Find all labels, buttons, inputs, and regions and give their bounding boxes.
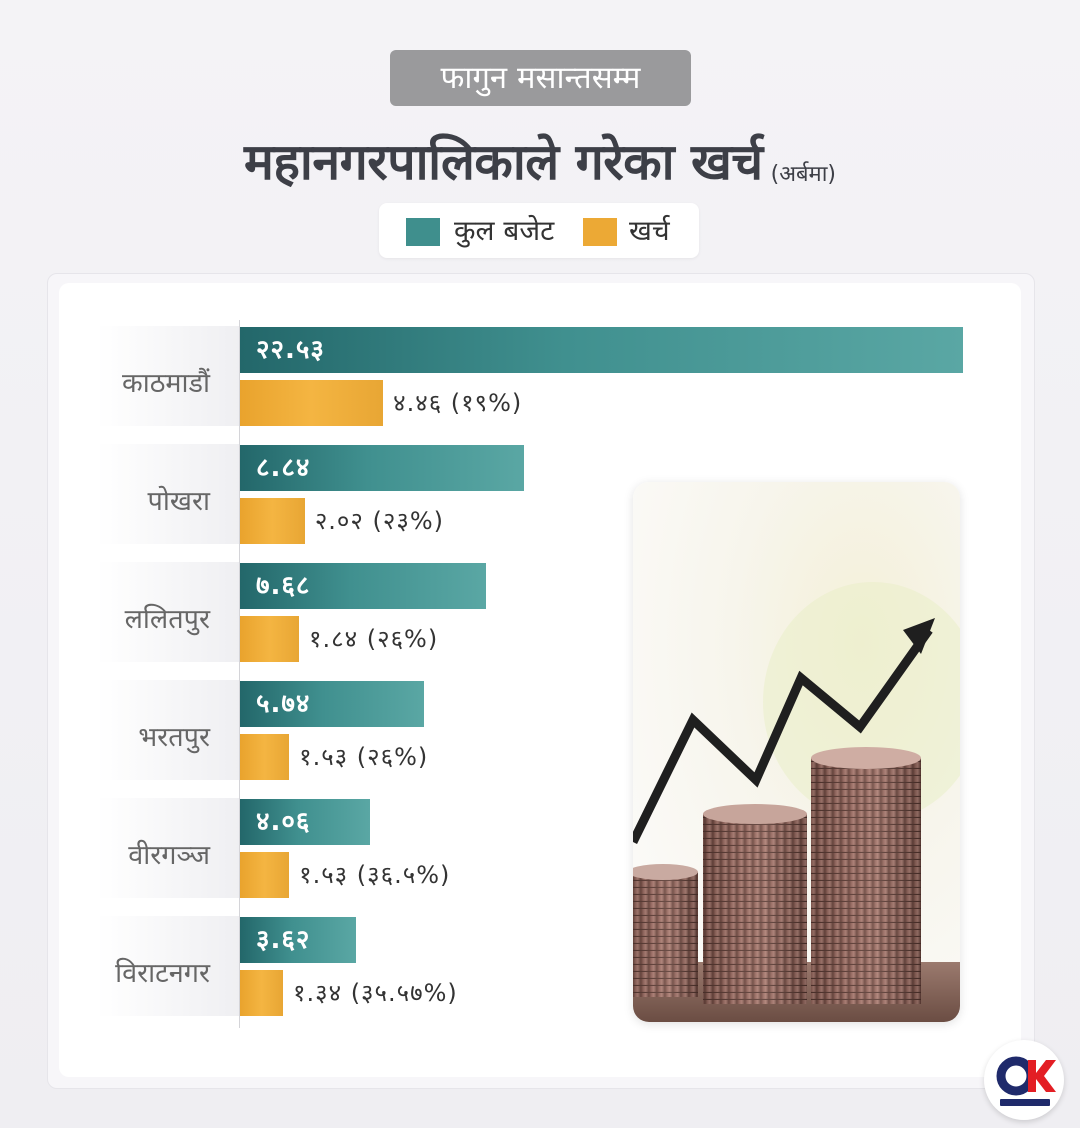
budget-bar	[240, 445, 524, 491]
row-band	[97, 798, 240, 898]
legend-label-expense: खर्च	[629, 214, 670, 247]
title-row: महानगरपालिकाले गरेका खर्च (अर्बमा)	[0, 126, 1080, 194]
category-axis	[239, 320, 240, 1028]
budget-bar	[240, 799, 371, 845]
expense-value-label: १.८४ (२६%)	[309, 625, 439, 653]
category-label: वीरगञ्ज	[128, 840, 210, 871]
chart-title: महानगरपालिकाले गरेका खर्च	[243, 133, 763, 191]
budget-value-label: २२.५३	[256, 335, 325, 365]
category-label: ललितपुर	[124, 604, 210, 635]
row-band	[97, 562, 240, 662]
category-label: पोखरा	[147, 486, 210, 517]
category-label: भरतपुर	[138, 722, 210, 753]
expense-bar	[240, 852, 290, 898]
unit-label: (अर्बमा)	[770, 162, 836, 187]
category-label: विराटनगर	[115, 958, 210, 989]
budget-value-label: ८.८४	[256, 453, 311, 483]
expense-value-label: ४.४६ (१९%)	[393, 389, 523, 417]
expense-value-label: १.५३ (२६%)	[299, 743, 429, 771]
row-band	[97, 680, 240, 780]
date-tag: फागुन मसान्तसम्म	[390, 50, 691, 106]
legend: कुल बजेट खर्च	[379, 203, 699, 258]
row-band	[97, 444, 240, 544]
legend-label-budget: कुल बजेट	[454, 214, 555, 247]
expense-value-label: २.०२ (२३%)	[314, 507, 445, 535]
category-label: काठमाडौं	[122, 368, 210, 399]
expense-bar	[240, 380, 384, 426]
coins-growth-illustration	[633, 482, 960, 1022]
row-band	[97, 326, 240, 426]
onlinekhabar-logo	[984, 1040, 1064, 1120]
expense-bar	[240, 734, 290, 780]
expense-bar	[240, 970, 283, 1016]
budget-bar	[240, 563, 487, 609]
expense-value-label: १.३४ (३५.५७%)	[293, 979, 458, 1007]
expense-value-label: १.५३ (३६.५%)	[299, 861, 451, 889]
budget-value-label: ७.६८	[256, 571, 311, 601]
budget-bar	[240, 917, 357, 963]
row-band	[97, 916, 240, 1016]
budget-value-label: ५.७४	[256, 689, 311, 719]
coins-growth-image	[633, 482, 960, 1022]
legend-swatch-budget	[406, 218, 440, 246]
expense-bar	[240, 616, 300, 662]
budget-value-label: ३.६२	[256, 925, 311, 955]
expense-bar	[240, 498, 305, 544]
budget-bar	[240, 327, 963, 373]
legend-swatch-expense	[583, 218, 617, 246]
budget-value-label: ४.०६	[256, 807, 311, 837]
logo-mark	[996, 1056, 1056, 1106]
budget-bar	[240, 681, 425, 727]
